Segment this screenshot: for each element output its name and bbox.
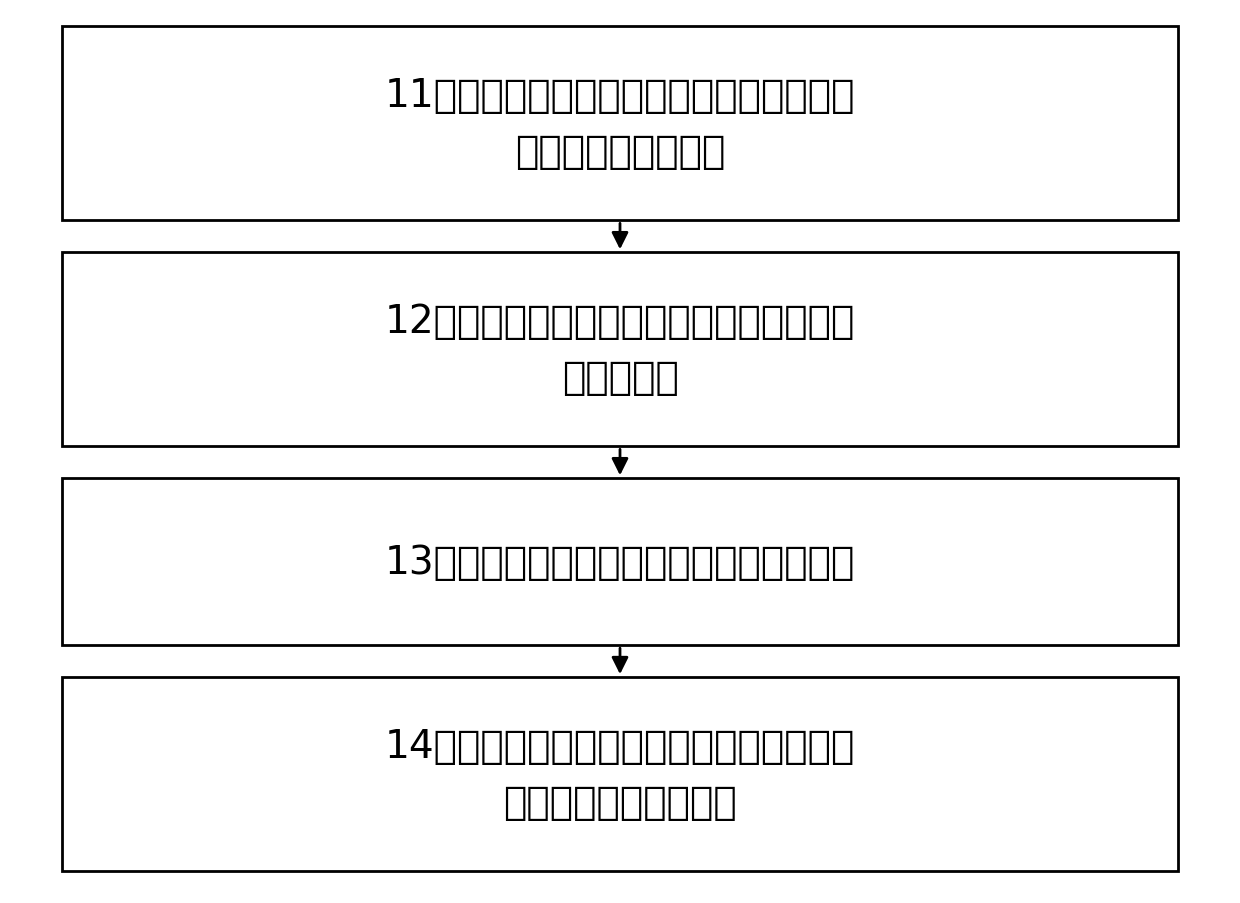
Text: 14、在经过烘烤的半导体器件的介质层表面
溅射导电层以形成通孔: 14、在经过烘烤的半导体器件的介质层表面 溅射导电层以形成通孔 xyxy=(384,728,856,821)
Text: 13、对形成原始通孔的半导体器件进行烘烤: 13、对形成原始通孔的半导体器件进行烘烤 xyxy=(384,543,856,582)
FancyBboxPatch shape xyxy=(62,479,1178,646)
Text: 11、在半导体器件的第一金属层上沉积包含
旋涂玻璃层的介质层: 11、在半导体器件的第一金属层上沉积包含 旋涂玻璃层的介质层 xyxy=(384,78,856,171)
FancyBboxPatch shape xyxy=(62,27,1178,221)
Text: 12、对包含旋涂玻璃层的介质层进行刻蚀形
成原始通孔: 12、对包含旋涂玻璃层的介质层进行刻蚀形 成原始通孔 xyxy=(384,303,856,396)
FancyBboxPatch shape xyxy=(62,253,1178,447)
FancyBboxPatch shape xyxy=(62,677,1178,871)
